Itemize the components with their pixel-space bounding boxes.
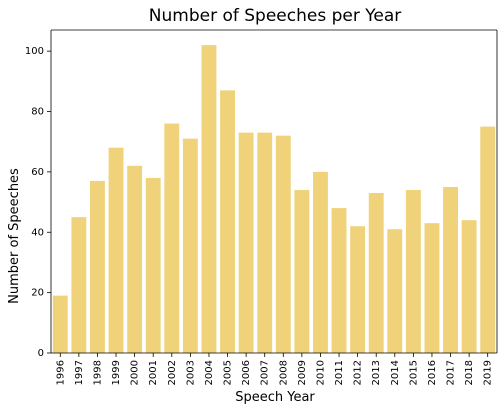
- x-tick-label-2014: 2014: [390, 360, 401, 385]
- x-tick-label-2019: 2019: [483, 360, 494, 385]
- x-tick-label-2018: 2018: [464, 360, 475, 385]
- bar-2000: [127, 165, 143, 353]
- y-axis-label: Number of Speeches: [7, 168, 22, 304]
- bar-2016: [424, 223, 440, 353]
- bar-2012: [350, 226, 366, 353]
- x-tick-label-2017: 2017: [446, 360, 457, 385]
- x-tick-label-2001: 2001: [148, 360, 159, 385]
- bar-2010: [313, 171, 328, 353]
- bar-1998: [90, 180, 105, 353]
- bar-2007: [257, 132, 273, 353]
- bar-2002: [164, 123, 180, 353]
- x-tick-label-2013: 2013: [371, 360, 382, 385]
- y-tick-label-20: 20: [31, 288, 44, 299]
- x-tick-label-2003: 2003: [185, 360, 196, 385]
- x-tick-label-2005: 2005: [223, 360, 234, 385]
- chart-title: Number of Speeches per Year: [149, 6, 401, 26]
- bar-2005: [220, 90, 235, 353]
- y-tick-label-0: 0: [38, 348, 44, 359]
- bar-2006: [238, 132, 254, 353]
- x-tick-label-2011: 2011: [334, 360, 345, 385]
- x-tick-label-2007: 2007: [260, 360, 271, 385]
- x-tick-label-1997: 1997: [74, 360, 85, 385]
- x-tick-label-2012: 2012: [353, 360, 364, 385]
- x-axis-ticks: 1996 1997 1998 1999 2000 2001 2002 2003 2004 2005…: [55, 353, 494, 385]
- bar-2008: [275, 135, 291, 353]
- bar-2001: [145, 177, 161, 353]
- x-tick-label-2002: 2002: [167, 360, 178, 385]
- bars-group: [52, 45, 496, 354]
- bar-2003: [182, 138, 198, 353]
- bar-1999: [108, 147, 124, 353]
- bar-1997: [71, 217, 87, 353]
- bar-2009: [294, 189, 310, 353]
- y-tick-label-100: 100: [25, 46, 44, 57]
- plot-frame: [50, 29, 498, 354]
- bar-2014: [387, 229, 403, 353]
- bar-2017: [443, 186, 458, 353]
- x-axis-label: Speech Year: [235, 390, 315, 405]
- bar-2015: [405, 189, 421, 353]
- bar-2011: [331, 208, 347, 353]
- x-tick-label-2000: 2000: [130, 360, 141, 385]
- bar-2019: [480, 126, 496, 353]
- bar-1996: [52, 295, 68, 353]
- x-tick-label-1996: 1996: [55, 360, 66, 385]
- y-tick-label-60: 60: [31, 167, 44, 178]
- x-tick-label-2004: 2004: [204, 360, 215, 385]
- x-tick-label-2010: 2010: [315, 360, 326, 385]
- bar-2004: [201, 45, 217, 354]
- x-tick-label-2006: 2006: [241, 360, 252, 385]
- x-tick-label-2008: 2008: [278, 360, 289, 385]
- x-tick-label-2016: 2016: [427, 360, 438, 385]
- y-tick-label-80: 80: [31, 107, 44, 118]
- y-tick-label-40: 40: [31, 227, 44, 238]
- x-tick-label-2015: 2015: [408, 360, 419, 385]
- bar-2018: [461, 220, 477, 353]
- x-tick-label-1999: 1999: [111, 360, 122, 385]
- x-tick-label-1998: 1998: [92, 360, 103, 385]
- x-tick-label-2009: 2009: [297, 360, 308, 385]
- bar-2013: [368, 193, 384, 353]
- y-axis-ticks: 0 20 40 60 80 100: [25, 46, 51, 359]
